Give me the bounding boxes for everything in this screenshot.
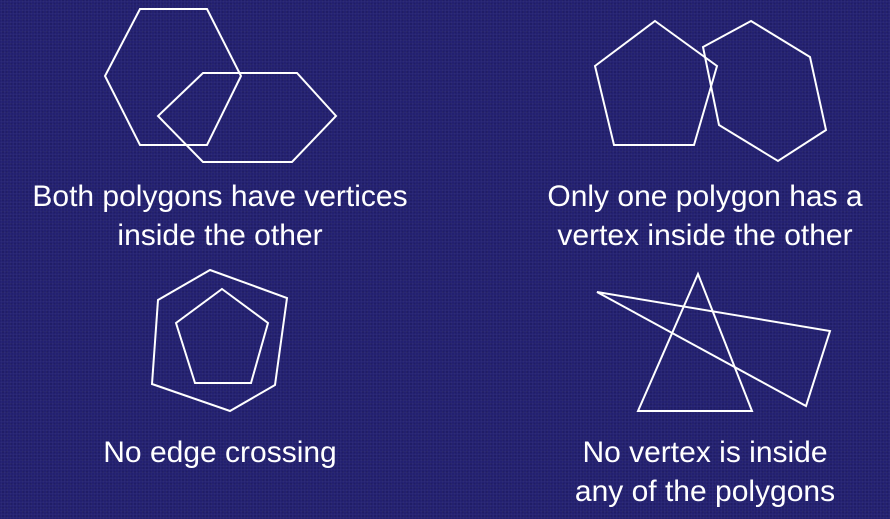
caption-one-vertex-inside: Only one polygon has a vertex inside the…: [480, 177, 890, 255]
outer-hexagon: [150, 268, 289, 413]
caption-line: Only one polygon has a: [547, 180, 863, 213]
caption-both-vertices-inside: Both polygons have vertices inside the o…: [0, 177, 440, 255]
caption-no-vertex-inside: No vertex is inside any of the polygons: [480, 433, 890, 511]
caption-line: No vertex is inside: [582, 436, 828, 469]
caption-line: Both polygons have vertices: [32, 180, 408, 213]
panel-nested-polygons: [150, 268, 289, 413]
hexagon-a: [103, 8, 243, 146]
panel-pentagon-hexagon: [593, 19, 828, 163]
panel-overlapping-hexagons: [103, 8, 338, 163]
caption-no-edge-crossing: No edge crossing: [0, 433, 440, 472]
upright-triangle: [636, 271, 754, 412]
caption-line: vertex inside the other: [557, 219, 853, 252]
hexagon: [701, 19, 828, 163]
pentagon: [593, 19, 719, 146]
caption-line: inside the other: [117, 219, 323, 252]
caption-line: No edge crossing: [103, 436, 337, 469]
inner-pentagon: [174, 287, 270, 384]
hexagon-b: [156, 72, 338, 163]
panel-crossing-triangles: [596, 271, 832, 412]
slanted-triangle: [596, 291, 832, 408]
caption-line: any of the polygons: [574, 475, 836, 508]
